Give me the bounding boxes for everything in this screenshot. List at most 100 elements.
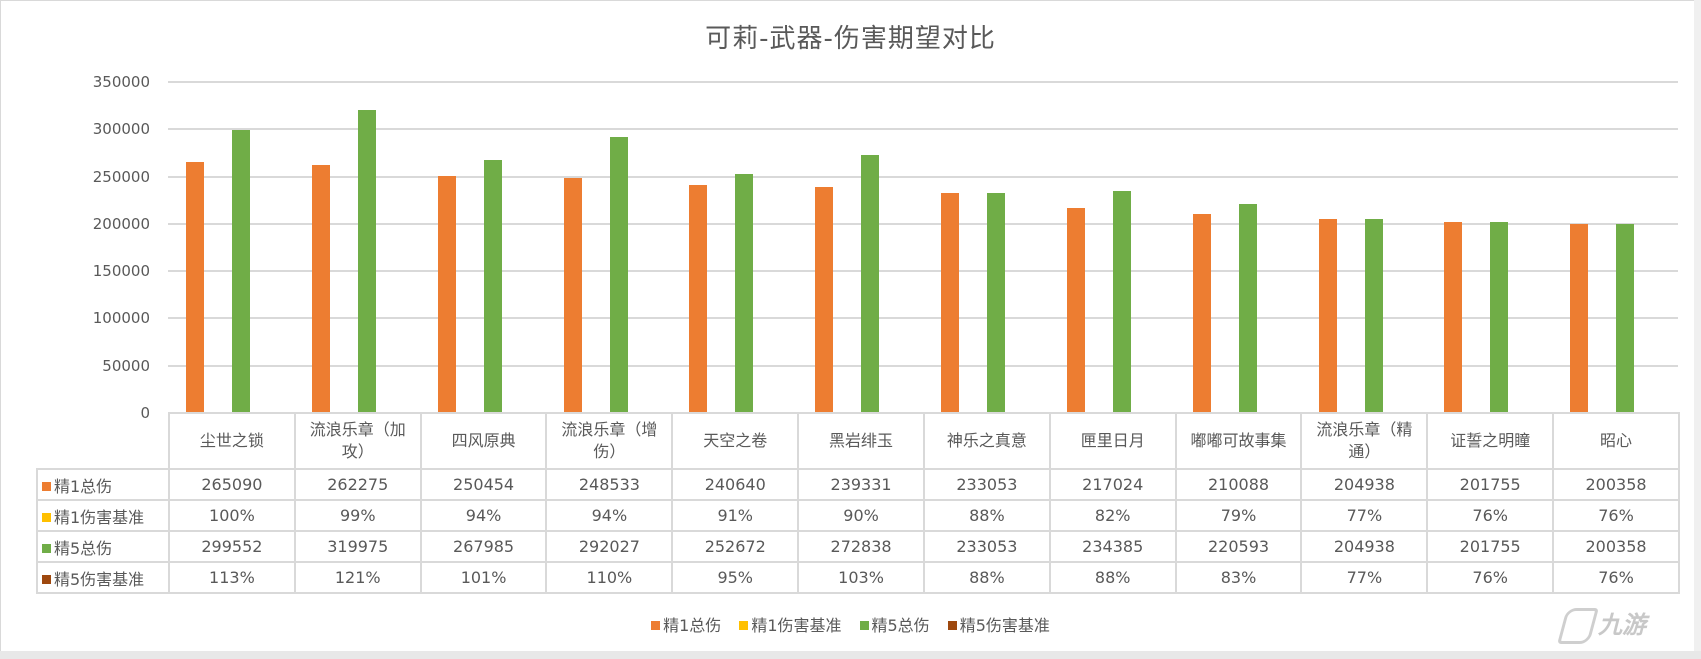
bar-r1-total bbox=[1192, 214, 1211, 413]
table-cell: 299552 bbox=[168, 530, 296, 563]
category-label-line: 尘世之锁 bbox=[199, 431, 264, 450]
bar-r5-total bbox=[735, 174, 754, 413]
bar-r1-total bbox=[437, 176, 456, 413]
table-cell: 201755 bbox=[1426, 468, 1555, 501]
table-row: 精5总伤 299552 319975 267985 292027 252672 272838… bbox=[36, 530, 1680, 563]
bar-r5-total bbox=[1112, 191, 1131, 413]
gridline bbox=[168, 175, 1678, 178]
table-cell: 233053 bbox=[922, 530, 1051, 563]
category-label-line: 神乐之真意 bbox=[946, 431, 1027, 450]
table-cell: 77% bbox=[1300, 499, 1429, 532]
table-cell: 200358 bbox=[1552, 530, 1680, 563]
table-cell: 250454 bbox=[419, 468, 548, 501]
bar-r5-total bbox=[232, 129, 250, 413]
legend-label: 精5伤害基准 bbox=[959, 616, 1050, 635]
table-cell: 76% bbox=[1552, 499, 1680, 532]
row-label: 精1伤害基准 bbox=[36, 499, 170, 532]
table-cell: 319975 bbox=[293, 530, 422, 563]
category-header: 证誓之明瞳 bbox=[1426, 412, 1555, 470]
chart-title: 可莉-武器-伤害期望对比 bbox=[705, 24, 996, 54]
watermark: 九游 bbox=[1557, 605, 1682, 647]
data-table: 尘世之锁 流浪乐章（加 攻） 四风原典 流浪乐章（增 伤） 天空之卷 黑岩绯玉 神乐之真意 匣里日… bbox=[36, 412, 1680, 594]
table-cell: 90% bbox=[797, 499, 925, 532]
category-header: 匣里日月 bbox=[1048, 412, 1177, 470]
table-cell: 79% bbox=[1174, 499, 1303, 532]
legend-item[interactable]: 精1伤害基准 bbox=[739, 612, 842, 636]
watermark-text: 九游 bbox=[1598, 611, 1646, 639]
table-cell: 76% bbox=[1426, 499, 1555, 532]
table-cell: 88% bbox=[922, 499, 1051, 532]
legend-item[interactable]: 精5伤害基准 bbox=[947, 612, 1050, 636]
category-header: 四风原典 bbox=[419, 412, 548, 470]
table-cell: 265090 bbox=[168, 468, 296, 501]
category-label-line: 伤） bbox=[593, 442, 626, 461]
table-cell: 99% bbox=[293, 499, 422, 532]
gridline bbox=[168, 222, 1678, 225]
table-cell: 252672 bbox=[671, 530, 800, 563]
legend-swatch-icon bbox=[651, 621, 661, 630]
table-cell: 121% bbox=[293, 561, 422, 594]
legend-swatch-icon bbox=[859, 621, 869, 630]
row-label-text: 精1伤害基准 bbox=[54, 507, 145, 527]
bar-r5-total bbox=[1364, 219, 1383, 413]
table-cell: 110% bbox=[545, 561, 674, 594]
bar-r1-total bbox=[941, 192, 959, 413]
category-label-line: 流浪乐章（加 bbox=[309, 420, 406, 439]
legend-label: 精1伤害基准 bbox=[751, 616, 842, 635]
category-header: 天空之卷 bbox=[671, 412, 800, 470]
category-label-line: 黑岩绯玉 bbox=[829, 431, 894, 450]
bar-r5-total bbox=[483, 159, 502, 413]
legend-swatch-icon bbox=[947, 621, 957, 630]
category-header: 流浪乐章（加 攻） bbox=[293, 412, 422, 470]
legend-item[interactable]: 精5总伤 bbox=[859, 612, 930, 636]
table-cell: 217024 bbox=[1048, 468, 1177, 501]
table-cell: 88% bbox=[922, 561, 1051, 594]
legend-key-icon bbox=[42, 512, 51, 522]
table-row: 精5伤害基准 113% 121% 101% 110% 95% 103% 88% 88% 83% 77… bbox=[36, 561, 1680, 594]
row-label-text: 精5伤害基准 bbox=[54, 569, 145, 589]
y-tick-label: 100000 bbox=[92, 309, 150, 328]
category-label-line: 通） bbox=[1348, 442, 1381, 461]
table-cell: 100% bbox=[168, 499, 296, 532]
table-cell: 220593 bbox=[1174, 530, 1303, 563]
category-header: 神乐之真意 bbox=[922, 412, 1051, 470]
bar-r5-total bbox=[609, 136, 628, 413]
table-cell: 248533 bbox=[545, 468, 674, 501]
legend-key-icon bbox=[42, 481, 51, 491]
bar-r5-total bbox=[1238, 204, 1257, 413]
table-cell: 239331 bbox=[797, 468, 925, 501]
table-cell: 76% bbox=[1552, 561, 1680, 594]
category-label-line: 四风原典 bbox=[451, 431, 516, 450]
table-cell: 103% bbox=[797, 561, 925, 594]
table-cell: 262275 bbox=[293, 468, 422, 501]
row-label-text: 精5总伤 bbox=[54, 538, 113, 558]
gridline bbox=[168, 128, 1678, 131]
category-header: 嘟嘟可故事集 bbox=[1174, 412, 1303, 470]
table-cell: 267985 bbox=[419, 530, 548, 563]
table-cell: 82% bbox=[1048, 499, 1177, 532]
table-corner bbox=[37, 413, 170, 470]
table-cell: 83% bbox=[1174, 561, 1303, 594]
legend-label: 精1总伤 bbox=[663, 616, 722, 635]
bar-r1-total bbox=[1066, 207, 1085, 413]
table-cell: 210088 bbox=[1174, 468, 1303, 501]
bar-r1-total bbox=[1570, 223, 1589, 413]
y-tick-label: 200000 bbox=[92, 214, 150, 233]
bar-r1-total bbox=[186, 162, 204, 413]
bar-r5-total bbox=[357, 110, 376, 413]
gridline bbox=[168, 317, 1678, 320]
gridline bbox=[168, 270, 1678, 273]
category-label-line: 流浪乐章（精 bbox=[1316, 420, 1413, 439]
frame-edge-right bbox=[1694, 0, 1701, 659]
legend-item[interactable]: 精1总伤 bbox=[651, 612, 721, 636]
jiuyou-logo-icon bbox=[1557, 608, 1599, 644]
table-cell: 204938 bbox=[1300, 530, 1429, 563]
table-cell: 204938 bbox=[1300, 468, 1429, 501]
y-tick-label: 50000 bbox=[102, 356, 150, 375]
y-tick-label: 350000 bbox=[92, 73, 150, 91]
table-cell: 95% bbox=[671, 561, 800, 594]
bar-r5-total bbox=[1490, 222, 1509, 413]
legend-key-icon bbox=[42, 543, 51, 553]
y-tick-label: 300000 bbox=[92, 120, 150, 139]
bar-r1-total bbox=[1318, 219, 1337, 413]
